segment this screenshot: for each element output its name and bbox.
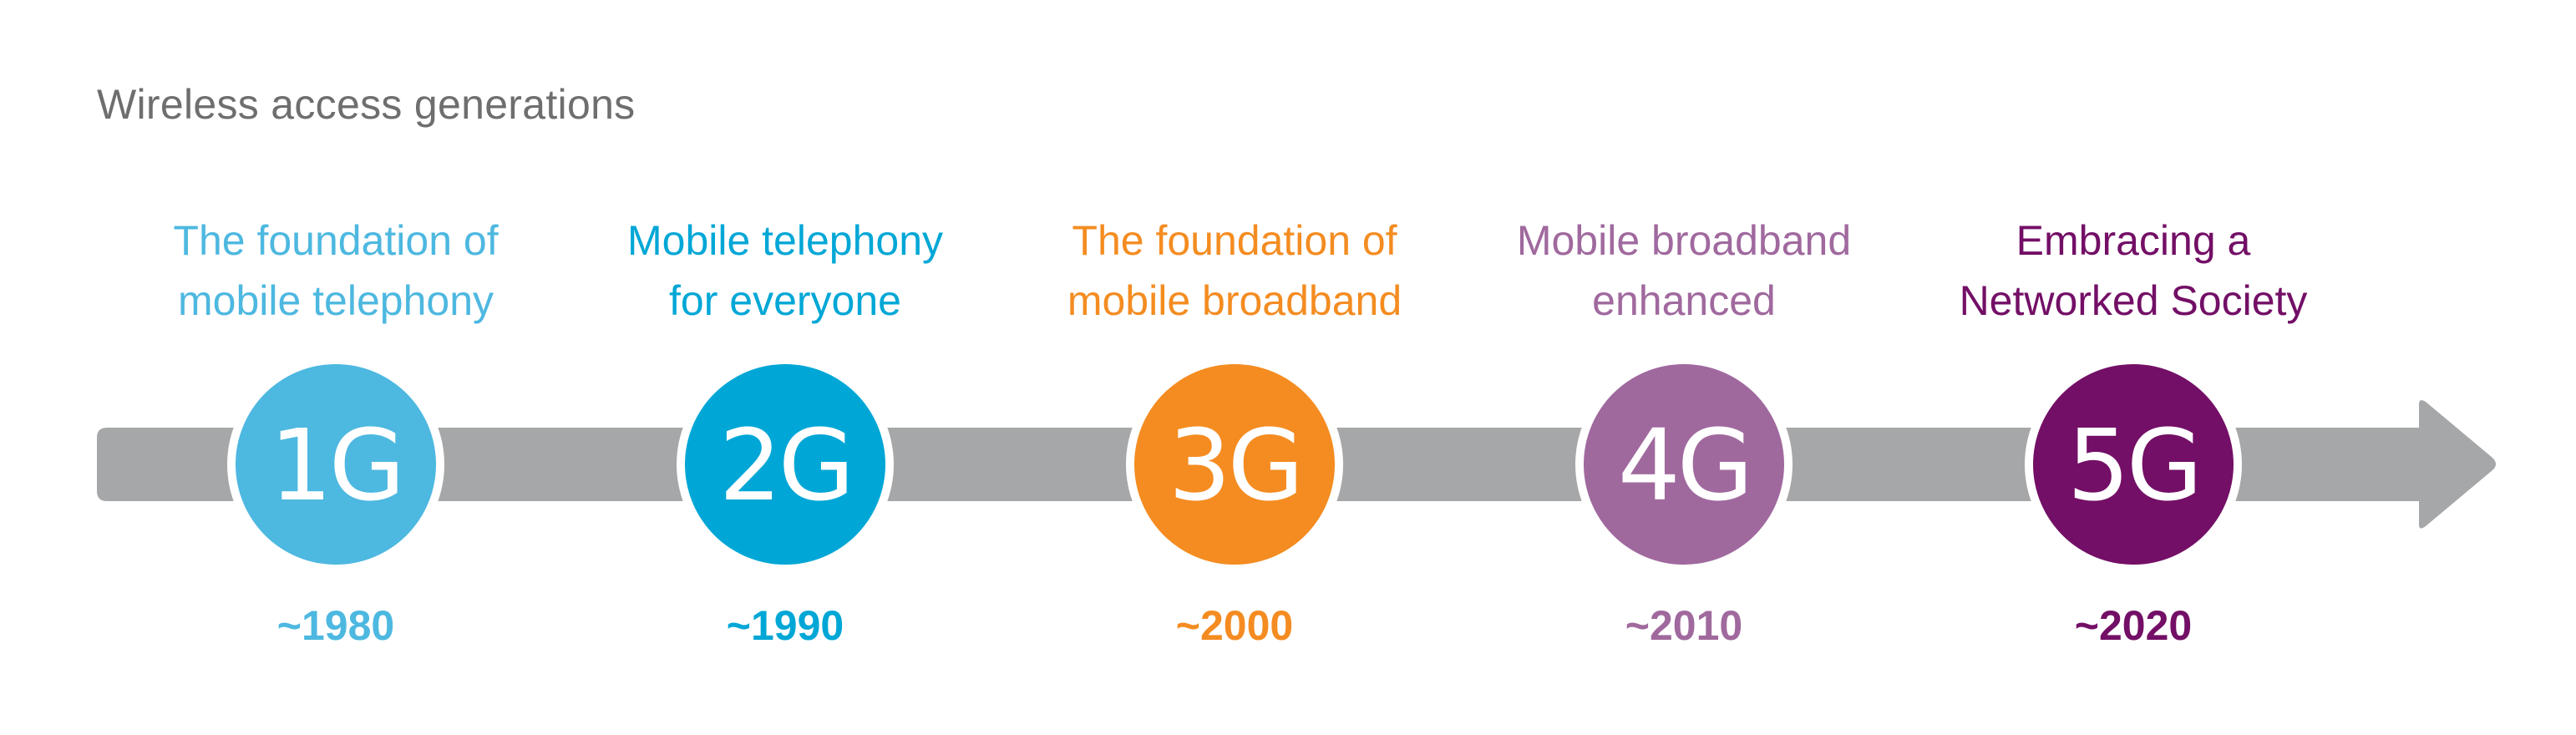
generation-badge-text: 1G — [270, 408, 403, 523]
generation-tagline: Mobile telephony for everyone — [626, 217, 944, 324]
generation-badge-circle — [2033, 364, 2234, 565]
generation-tagline: The foundation of mobile broadband — [1067, 217, 1402, 324]
generation-badge-circle — [685, 364, 885, 565]
generation-badge-text: 2G — [719, 408, 852, 523]
generation-year: ~1980 — [276, 602, 395, 649]
generation-year: ~2000 — [1175, 602, 1294, 649]
generation-tagline: Mobile broadband enhanced — [1516, 217, 1852, 324]
generation-badge-circle — [1134, 364, 1335, 565]
diagram-title: Wireless access generations — [97, 81, 636, 128]
generation-badge-text: 3G — [1169, 408, 1301, 523]
generation-badge-text: 4G — [1618, 408, 1751, 523]
generation-tagline: The foundation of mobile telephony — [173, 217, 499, 324]
generation-nodes: 1G 2G 3G 4G 5G — [227, 356, 2242, 573]
generation-badge-circle — [1584, 364, 1784, 565]
generation-tagline: Embracing a Networked Society — [1959, 217, 2308, 324]
generation-year: ~2010 — [1625, 602, 1743, 649]
generation-badge-circle — [236, 364, 436, 565]
generation-year: ~1990 — [726, 602, 844, 649]
generation-badge-text: 5G — [2067, 408, 2200, 523]
generation-year: ~2020 — [2074, 602, 2193, 649]
